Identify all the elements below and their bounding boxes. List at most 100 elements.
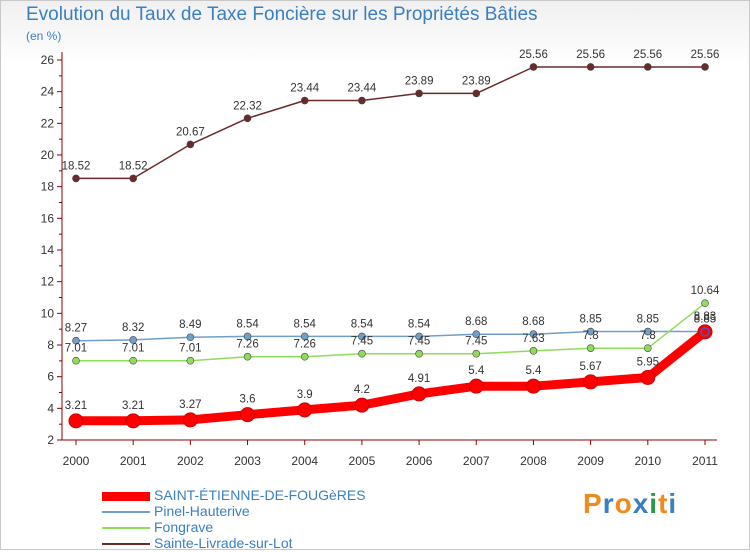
- data-point: [701, 299, 709, 308]
- x-tick-label: 2000: [63, 454, 90, 468]
- data-point: [300, 96, 309, 105]
- data-point: [297, 402, 313, 418]
- series-line-1: [75, 330, 706, 342]
- data-label: 7.45: [351, 336, 373, 348]
- data-point: [529, 330, 538, 339]
- data-label: 8.54: [408, 318, 431, 330]
- x-tick-label: 2009: [577, 454, 604, 468]
- data-point: [243, 332, 252, 341]
- x-tick-label: 2007: [463, 454, 490, 468]
- y-tick-label: 8: [47, 338, 54, 352]
- data-label: 8.54: [236, 318, 259, 330]
- data-point: [125, 413, 141, 429]
- data-point: [68, 413, 84, 429]
- data-label: 5.4: [525, 365, 542, 377]
- y-tick-label: 14: [41, 243, 55, 257]
- data-point: [186, 333, 195, 342]
- data-point: [358, 349, 366, 358]
- data-point: [300, 332, 309, 341]
- data-point: [243, 114, 252, 123]
- x-tick-label: 2005: [349, 454, 376, 468]
- y-unit-label: (en %): [26, 29, 62, 43]
- chart-title: Evolution du Taux de Taxe Foncière sur l…: [26, 4, 538, 25]
- x-tick-label: 2011: [692, 454, 718, 468]
- data-label: 7.63: [522, 333, 544, 345]
- data-label: 5.95: [637, 356, 659, 368]
- data-point: [472, 349, 481, 358]
- y-tick-label: 16: [41, 211, 55, 225]
- legend-swatch: [102, 491, 150, 501]
- data-label: 8.68: [465, 316, 487, 328]
- data-point: [358, 96, 366, 105]
- data-point: [529, 63, 538, 71]
- data-point: [300, 352, 309, 361]
- legend-swatch: [102, 527, 150, 529]
- series-line-0: [71, 327, 710, 426]
- y-tick-label: 22: [41, 116, 55, 130]
- data-point: [640, 369, 656, 385]
- y-tick-label: 18: [41, 180, 55, 194]
- x-tick-label: 2010: [634, 454, 661, 468]
- legend-label: Fongrave: [154, 519, 214, 535]
- data-point: [354, 397, 370, 413]
- data-label: 7.01: [122, 343, 144, 355]
- data-label: 7.45: [408, 336, 430, 348]
- data-label: 3.27: [179, 399, 201, 411]
- data-point: [472, 330, 481, 339]
- y-tick-label: 24: [41, 85, 55, 99]
- data-point: [644, 344, 652, 352]
- data-point: [644, 327, 652, 336]
- data-point: [186, 140, 195, 149]
- data-label: 8.49: [179, 319, 201, 331]
- data-point: [644, 63, 652, 71]
- data-point: [243, 352, 252, 361]
- data-label: 8.68: [522, 316, 544, 328]
- data-label: 8.83: [694, 311, 716, 323]
- data-label: 5.67: [579, 361, 601, 373]
- logo-letter: t: [658, 488, 669, 519]
- logo-letter: r: [602, 488, 615, 519]
- data-point: [182, 412, 198, 428]
- data-point: [586, 63, 595, 71]
- x-tick-label: 2003: [234, 454, 261, 468]
- data-point: [529, 347, 538, 355]
- x-tick-label: 2001: [120, 454, 147, 468]
- data-label: 5.4: [468, 365, 485, 377]
- data-label: 3.21: [65, 400, 87, 412]
- data-point: [129, 174, 137, 183]
- data-point: [129, 336, 137, 344]
- data-label: 7.01: [179, 343, 201, 355]
- legend-label: Pinel-Hauterive: [154, 503, 250, 519]
- data-label: 18.52: [119, 160, 148, 172]
- data-point: [72, 336, 80, 345]
- data-label: 10.64: [691, 285, 720, 297]
- series-line-3: [75, 66, 706, 180]
- data-label: 23.89: [462, 75, 491, 87]
- data-label: 25.56: [691, 49, 720, 61]
- data-label: 3.6: [240, 394, 256, 406]
- data-label: 3.9: [297, 389, 313, 401]
- data-point: [415, 332, 423, 341]
- data-label: 23.44: [290, 83, 319, 95]
- legend-swatch: [102, 543, 150, 545]
- y-tick-label: 2: [47, 433, 54, 447]
- data-label: 4.91: [408, 373, 430, 385]
- y-tick-label: 26: [41, 53, 55, 67]
- y-tick-label: 20: [41, 148, 55, 162]
- logo-letter: i: [649, 488, 659, 519]
- series-line-2: [75, 302, 706, 362]
- proxiti-logo: Proxiti: [583, 488, 677, 520]
- data-label: 4.2: [354, 384, 370, 396]
- legend-swatch: [102, 511, 150, 513]
- data-label: 18.52: [62, 160, 91, 172]
- data-label: 3.21: [122, 400, 144, 412]
- data-label: 8.27: [65, 323, 87, 335]
- y-tick-label: 4: [47, 401, 54, 415]
- data-point: [186, 356, 195, 365]
- logo-letter: i: [668, 488, 678, 519]
- data-label: 23.44: [348, 83, 377, 95]
- x-tick-label: 2008: [520, 454, 547, 468]
- logo-letter: x: [632, 488, 650, 519]
